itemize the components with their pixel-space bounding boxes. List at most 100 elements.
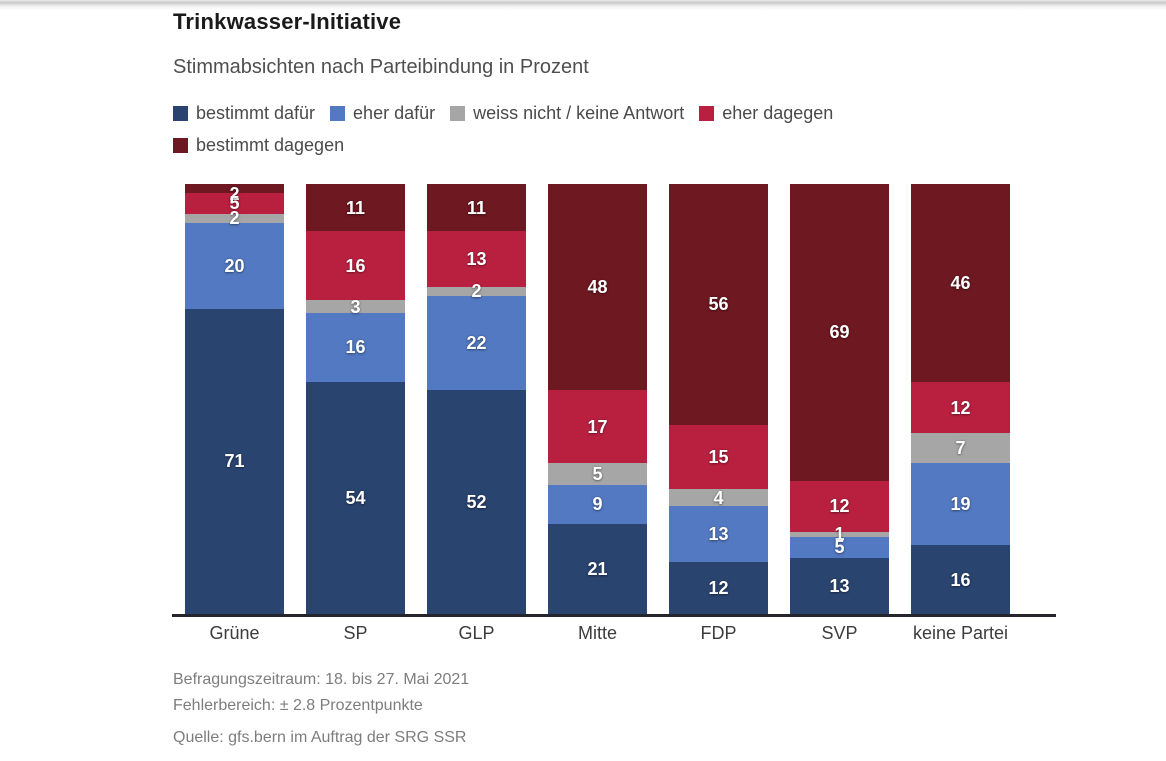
bar-segment: 54 (306, 381, 405, 614)
bar-column-3: 48 17 5 9 21 (548, 184, 647, 614)
bar-segment: 21 (548, 523, 647, 614)
chart-card: Trinkwasser-Initiative Stimmabsichten na… (172, 0, 1058, 747)
segment-value-label: 16 (345, 337, 366, 358)
bar-segment: 20 (185, 222, 284, 309)
category-label-6: keine Partei (912, 623, 1009, 643)
top-edge-shadow (0, 0, 1166, 10)
bar-segment: 48 (548, 184, 647, 391)
category-labels-row: Grüne SP GLP Mitte FDP SVP keine Partei (173, 623, 1058, 644)
segment-value-label: 21 (587, 558, 608, 579)
legend-label: bestimmt dafür (196, 103, 316, 123)
bar-segment: 4 (669, 487, 768, 508)
bar-segment: 16 (306, 312, 405, 382)
segment-value-label: 15 (708, 447, 729, 468)
segment-value-label: 5 (834, 537, 845, 558)
legend-item-0: bestimmt dafür (173, 103, 315, 124)
category-label-0: Grüne (209, 623, 260, 643)
bar-segment: 56 (669, 184, 768, 425)
legend-item-1: eher dafür (330, 103, 435, 124)
bar-segment: 7 (911, 433, 1010, 464)
bar-segment: 71 (185, 308, 284, 614)
segment-value-label: 7 (955, 438, 966, 459)
bar-segment: 9 (548, 484, 647, 524)
legend-swatch-icon (330, 106, 346, 121)
bar-column-6: 46 12 7 19 16 (911, 184, 1010, 614)
legend-label: eher dagegen (722, 103, 834, 123)
legend-item-4: bestimmt dagegen (173, 135, 344, 156)
bar-segment: 13 (790, 558, 889, 614)
segment-value-label: 20 (224, 255, 245, 276)
bar-segment: 2 (185, 209, 284, 227)
legend-swatch-icon (450, 106, 466, 121)
segment-value-label: 12 (708, 578, 729, 599)
segment-value-label: 71 (224, 451, 245, 472)
bar-segment: 46 (911, 184, 1010, 382)
segment-value-label: 11 (466, 197, 487, 218)
stacked-bar-chart: 2 5 2 20 71 11 16 3 16 54 11 13 2 22 52 48 17 5 9 21 56 15 4 13… (172, 184, 1058, 644)
bar-column-1: 11 16 3 16 54 (306, 184, 405, 614)
segment-value-label: 13 (466, 249, 487, 270)
category-label-2: GLP (458, 623, 495, 643)
bar-segment: 2 (185, 184, 284, 203)
segment-value-label: 54 (345, 487, 366, 508)
category-label-5: SVP (821, 623, 858, 643)
segment-value-label: 13 (829, 576, 850, 597)
bar-segment: 22 (427, 295, 526, 391)
bar-segment: 11 (306, 184, 405, 232)
segment-value-label: 46 (950, 272, 971, 293)
bars-row: 2 5 2 20 71 11 16 3 16 54 11 13 2 22 52 48 17 5 9 21 56 15 4 13… (173, 184, 1058, 614)
source-note: Quelle: gfs.bern im Auftrag der SRG SSR (173, 729, 467, 746)
legend-label: weiss nicht / keine Antwort (473, 103, 685, 123)
bar-segment: 13 (427, 231, 526, 288)
legend: bestimmt dafür eher dafür weiss nicht / ke… (173, 103, 913, 156)
bar-column-0: 2 5 2 20 71 (185, 184, 284, 614)
chart-subtitle: Stimmabsichten nach Parteibindung in Pro… (173, 56, 589, 78)
bar-column-4: 56 15 4 13 12 (669, 184, 768, 614)
error-margin-note: Fehlerbereich: ± 2.8 Prozentpunkte (173, 697, 423, 714)
bar-segment: 3 (306, 298, 405, 316)
bar-segment: 2 (427, 282, 526, 300)
segment-value-label: 12 (950, 397, 971, 418)
bar-segment: 19 (911, 463, 1010, 546)
legend-item-2: weiss nicht / keine Antwort (450, 103, 684, 124)
bar-segment: 5 (548, 463, 647, 485)
bar-segment: 5 (790, 536, 889, 559)
bar-segment: 5 (185, 192, 284, 215)
legend-item-3: eher dagegen (699, 103, 833, 124)
segment-value-label: 16 (345, 255, 366, 276)
bar-segment: 15 (669, 424, 768, 490)
category-label-3: Mitte (577, 623, 617, 643)
bar-segment: 12 (911, 381, 1010, 434)
x-axis-line (172, 614, 1056, 617)
segment-value-label: 13 (708, 524, 729, 545)
segment-value-label: 5 (592, 464, 603, 485)
bar-segment: 11 (427, 184, 526, 232)
legend-swatch-icon (699, 106, 715, 121)
segment-value-label: 56 (708, 294, 729, 315)
bar-segment: 69 (790, 184, 889, 481)
segment-value-label: 52 (466, 492, 487, 513)
segment-value-label: 11 (345, 197, 366, 218)
category-label-1: SP (343, 623, 368, 643)
segment-value-label: 48 (587, 277, 608, 298)
legend-label: bestimmt dagegen (196, 135, 345, 155)
bar-segment: 12 (669, 562, 768, 614)
segment-value-label: 5 (229, 193, 240, 214)
segment-value-label: 19 (950, 494, 971, 515)
legend-swatch-icon (173, 106, 188, 121)
legend-swatch-icon (173, 138, 188, 153)
segment-value-label: 16 (950, 569, 971, 590)
bar-segment: 16 (911, 545, 1010, 614)
segment-value-label: 12 (829, 496, 850, 517)
bar-segment: 17 (548, 390, 647, 464)
segment-value-label: 9 (592, 494, 603, 515)
segment-value-label: 4 (713, 487, 724, 508)
segment-value-label: 17 (587, 416, 608, 437)
bar-segment: 12 (790, 480, 889, 533)
bar-segment: 16 (306, 231, 405, 301)
bar-segment: 52 (427, 390, 526, 614)
survey-period-note: Befragungszeitraum: 18. bis 27. Mai 2021 (173, 671, 470, 688)
bar-segment: 13 (669, 506, 768, 563)
bar-column-5: 69 12 1 5 13 (790, 184, 889, 614)
legend-label: eher dafür (353, 103, 436, 123)
